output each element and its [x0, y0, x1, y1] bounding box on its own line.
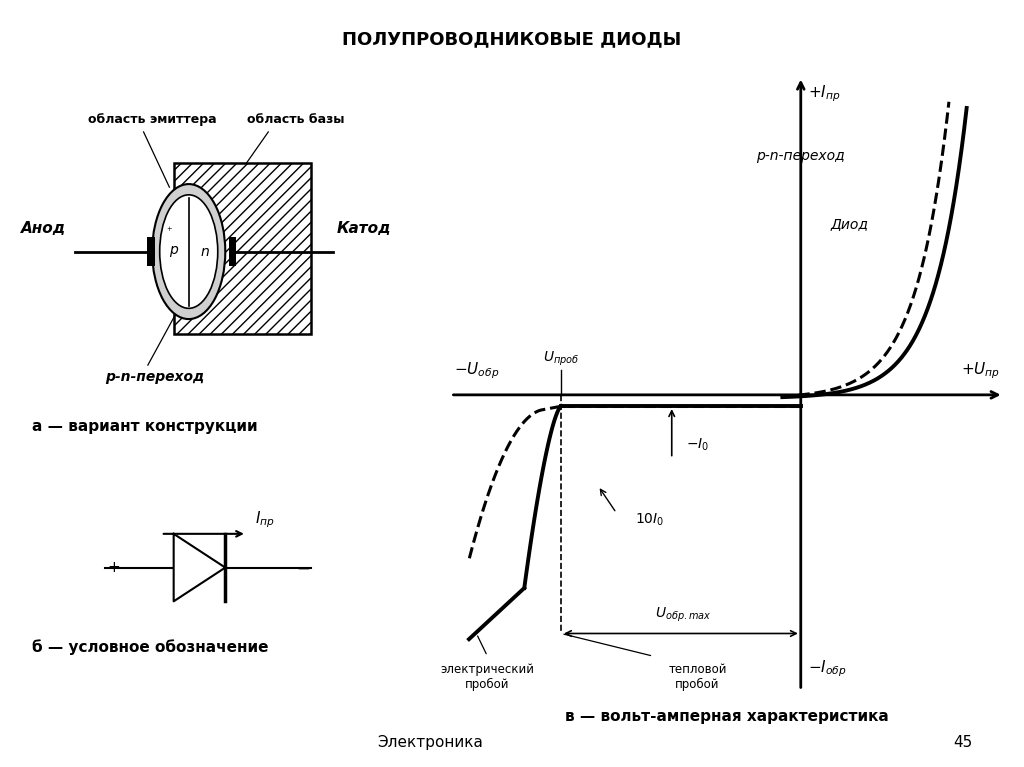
Text: $+$: $+$	[106, 560, 120, 575]
Text: область эмиттера: область эмиттера	[88, 114, 216, 126]
Text: $-I_{обр}$: $-I_{обр}$	[808, 658, 847, 679]
Text: электрический
пробой: электрический пробой	[440, 663, 535, 691]
Bar	[228, 238, 237, 265]
Text: p-n-переход: p-n-переход	[104, 370, 204, 384]
Text: Анод: Анод	[22, 221, 67, 236]
Ellipse shape	[153, 184, 225, 319]
Text: а — вариант конструкции: а — вариант конструкции	[32, 419, 257, 434]
Text: Электроника: Электроника	[377, 735, 483, 750]
Text: $U_{проб}$: $U_{проб}$	[543, 349, 580, 367]
Text: $I_{пр}$: $I_{пр}$	[255, 509, 275, 529]
Text: Диод: Диод	[830, 217, 868, 232]
Bar	[147, 238, 155, 265]
Text: в — вольт-амперная характеристика: в — вольт-амперная характеристика	[565, 709, 889, 725]
Text: p-n-переход: p-n-переход	[757, 150, 845, 163]
Text: 45: 45	[953, 735, 973, 750]
Polygon shape	[174, 534, 225, 601]
Bar	[174, 163, 311, 334]
Text: $-$: $-$	[296, 558, 310, 577]
Text: $n$: $n$	[200, 245, 210, 258]
Text: $U_{обр.max}$: $U_{обр.max}$	[654, 606, 711, 624]
Text: $-U_{обр}$: $-U_{обр}$	[455, 360, 500, 381]
Ellipse shape	[160, 195, 218, 308]
Text: б — условное обозначение: б — условное обозначение	[32, 640, 268, 655]
Text: $^+$: $^+$	[165, 226, 173, 236]
Text: $10I_0$: $10I_0$	[635, 512, 665, 528]
Text: область базы: область базы	[247, 114, 344, 126]
Text: $-I_0$: $-I_0$	[686, 436, 710, 453]
Text: Катод: Катод	[337, 221, 391, 236]
Text: тепловой
пробой: тепловой пробой	[669, 663, 727, 691]
Text: $+U_{пр}$: $+U_{пр}$	[961, 360, 999, 381]
Text: $p$: $p$	[169, 244, 179, 259]
Text: $+I_{пр}$: $+I_{пр}$	[808, 84, 841, 104]
Text: ПОЛУПРОВОДНИКОВЫЕ ДИОДЫ: ПОЛУПРОВОДНИКОВЫЕ ДИОДЫ	[342, 31, 682, 48]
